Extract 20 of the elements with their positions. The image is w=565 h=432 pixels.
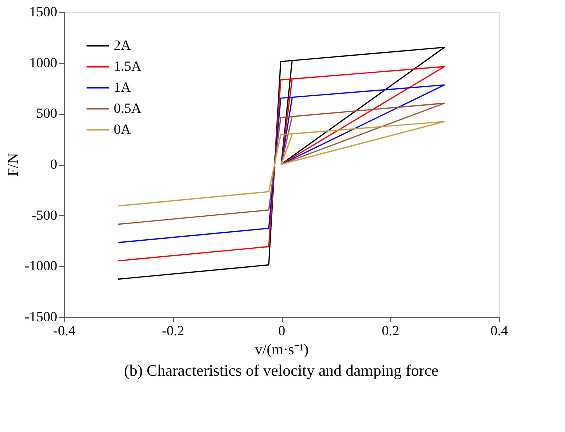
y-tick-label: 500	[36, 107, 58, 122]
legend-label: 1A	[114, 81, 132, 96]
y-tick-label: 1500	[30, 6, 58, 20]
legend-label: 1.5A	[114, 60, 142, 75]
legend-label: 0A	[114, 123, 132, 138]
x-tick-label: -0.2	[162, 324, 184, 340]
legend-label: 2A	[114, 39, 132, 54]
x-tick-label: -0.4	[53, 324, 76, 340]
y-axis-title: F/N	[6, 153, 22, 177]
legend-label: 0.5A	[114, 102, 142, 117]
x-tick-label: 0.2	[382, 324, 400, 340]
y-tick-label: 1000	[30, 56, 58, 72]
x-axis-title: v/(m·s⁻¹)	[255, 342, 309, 358]
x-tick-label: 0	[278, 324, 286, 340]
y-tick-label: -1500	[24, 310, 58, 326]
text: (b) Characteristics of velocity and damping force	[124, 363, 439, 380]
y-tick-label: 0	[50, 158, 58, 173]
y-tick-label: -1000	[24, 260, 58, 275]
x-tick-label: 0.4	[490, 324, 508, 340]
y-tick-label: -500	[32, 208, 58, 224]
